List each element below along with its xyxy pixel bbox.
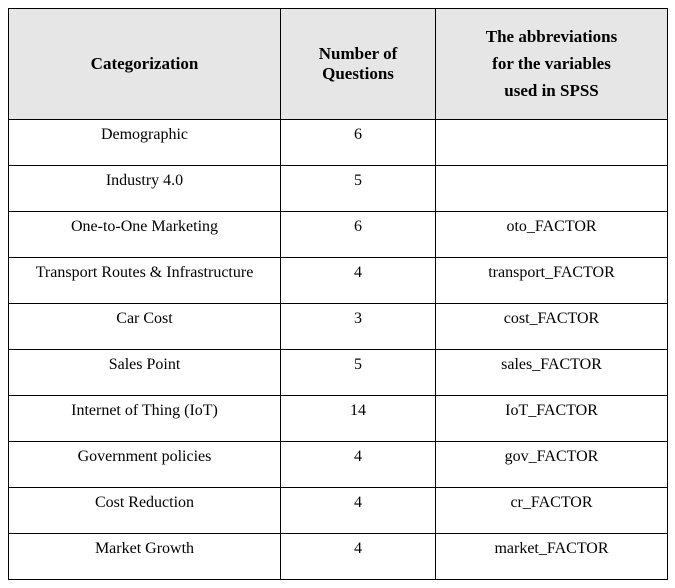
categorization-table: Categorization Number of Questions The a… (8, 8, 668, 580)
table-row: Internet of Thing (IoT) 14 IoT_FACTOR (9, 395, 668, 441)
cell-abbr: market_FACTOR (436, 533, 668, 579)
table-row: One-to-One Marketing 6 oto_FACTOR (9, 211, 668, 257)
cell-num: 4 (281, 441, 436, 487)
cell-num: 5 (281, 165, 436, 211)
table-body: Demographic 6 Industry 4.0 5 One-to-One … (9, 119, 668, 579)
cell-num: 6 (281, 119, 436, 165)
header-number-of-questions: Number of Questions (281, 9, 436, 120)
cell-abbr (436, 119, 668, 165)
header-abbreviations: The abbreviations for the variables used… (436, 9, 668, 120)
table-row: Sales Point 5 sales_FACTOR (9, 349, 668, 395)
cell-num: 6 (281, 211, 436, 257)
cell-num: 4 (281, 257, 436, 303)
cell-num: 4 (281, 487, 436, 533)
table-row: Car Cost 3 cost_FACTOR (9, 303, 668, 349)
cell-abbr: oto_FACTOR (436, 211, 668, 257)
cell-abbr (436, 165, 668, 211)
header-categorization: Categorization (9, 9, 281, 120)
cell-cat: Industry 4.0 (9, 165, 281, 211)
cell-num: 14 (281, 395, 436, 441)
cell-cat: Internet of Thing (IoT) (9, 395, 281, 441)
cell-cat: Market Growth (9, 533, 281, 579)
cell-cat: Sales Point (9, 349, 281, 395)
cell-num: 5 (281, 349, 436, 395)
cell-abbr: gov_FACTOR (436, 441, 668, 487)
cell-cat: Cost Reduction (9, 487, 281, 533)
table-row: Market Growth 4 market_FACTOR (9, 533, 668, 579)
cell-abbr: cr_FACTOR (436, 487, 668, 533)
header-num-line1: Number of (319, 44, 398, 63)
cell-cat: Transport Routes & Infrastructure (9, 257, 281, 303)
cell-num: 3 (281, 303, 436, 349)
cell-cat: Car Cost (9, 303, 281, 349)
cell-cat: One-to-One Marketing (9, 211, 281, 257)
table-row: Demographic 6 (9, 119, 668, 165)
header-num-line2: Questions (322, 64, 394, 83)
header-abbr-line2: for the variables (492, 54, 611, 73)
cell-abbr: IoT_FACTOR (436, 395, 668, 441)
cell-abbr: sales_FACTOR (436, 349, 668, 395)
table-row: Cost Reduction 4 cr_FACTOR (9, 487, 668, 533)
table-row: Transport Routes & Infrastructure 4 tran… (9, 257, 668, 303)
table-row: Government policies 4 gov_FACTOR (9, 441, 668, 487)
header-abbr-line3: used in SPSS (504, 81, 599, 100)
cell-abbr: transport_FACTOR (436, 257, 668, 303)
header-abbr-line1: The abbreviations (486, 27, 617, 46)
cell-abbr: cost_FACTOR (436, 303, 668, 349)
cell-num: 4 (281, 533, 436, 579)
cell-cat: Government policies (9, 441, 281, 487)
cell-cat: Demographic (9, 119, 281, 165)
table-header-row: Categorization Number of Questions The a… (9, 9, 668, 120)
table-row: Industry 4.0 5 (9, 165, 668, 211)
